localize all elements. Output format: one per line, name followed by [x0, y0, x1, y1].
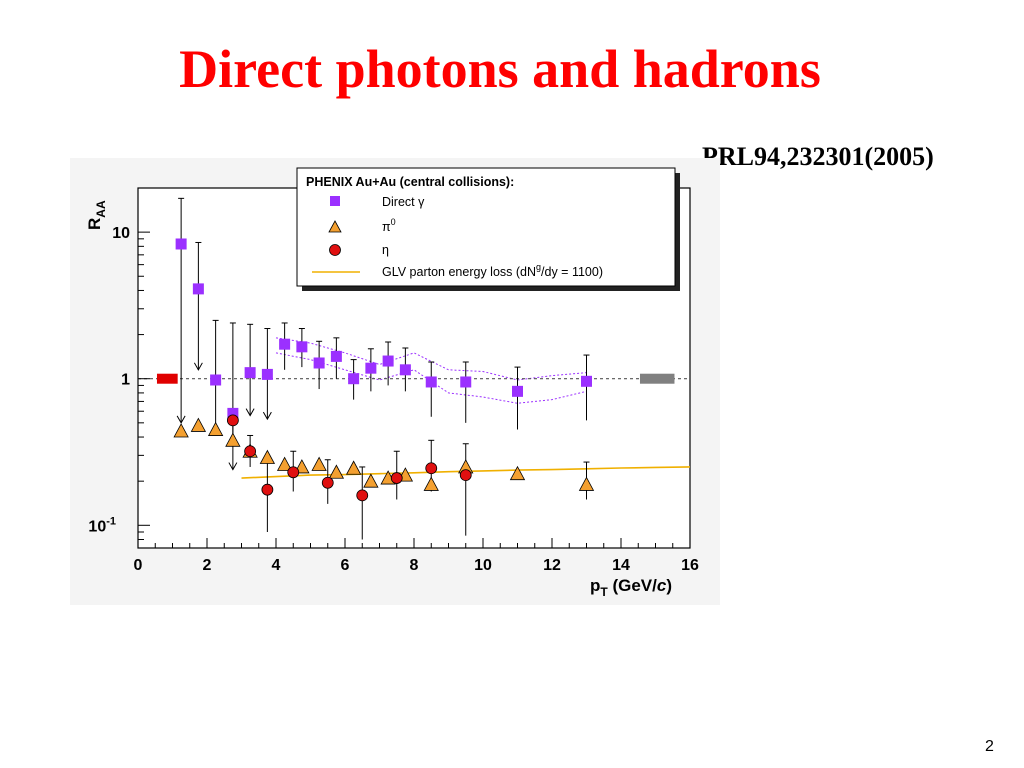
direct-gamma-point: [210, 374, 222, 386]
direct-gamma-point: [313, 357, 325, 369]
pi0-point: [190, 417, 207, 432]
legend-marker-eta: [329, 244, 341, 256]
pi0-point: [207, 421, 224, 436]
direct-gamma-upper-limit-arrow: [245, 408, 255, 417]
slide-title: Direct photons and hadrons: [179, 39, 821, 99]
normalization-box: [639, 373, 675, 384]
eta-point: [425, 462, 438, 475]
x-tick-label: 4: [272, 557, 281, 574]
direct-gamma-point: [279, 338, 291, 350]
raa-figure: 0 2 4 6 8 10 12 14 16 10 1 10-1 RAA pT (GeV/c) PHEN…: [70, 158, 720, 605]
legend-label-glv: GLV parton energy loss (dNg/dy = 1100): [382, 262, 603, 279]
eta-point: [356, 489, 369, 502]
raa-chart: 0 2 4 6 8 10 12 14 16 10 1 10-1 RAA pT (GeV/c) PHEN…: [70, 158, 720, 605]
y-axis-label: RAA: [85, 200, 108, 230]
y-tick-label: 10-1: [88, 515, 116, 535]
x-tick-label: 2: [203, 557, 212, 574]
pi0-point: [423, 476, 439, 491]
direct-gamma-point: [330, 350, 342, 362]
direct-gamma-point: [261, 368, 273, 380]
reference-citation: PRL94,232301(2005): [702, 142, 934, 171]
direct-gamma-upper-limit-arrow: [193, 362, 203, 371]
pi0-point: [509, 465, 526, 481]
eta-point: [226, 414, 239, 427]
direct-gamma-point: [382, 355, 394, 367]
pi0-point: [225, 432, 241, 447]
direct-gamma-upper-limit-arrow: [262, 411, 272, 421]
y-tick-label: 10: [112, 225, 130, 242]
data-markers: [173, 238, 595, 502]
pi0-point: [311, 456, 327, 471]
legend-title: PHENIX Au+Au (central collisions):: [306, 175, 514, 189]
x-tick-label: 14: [612, 557, 630, 574]
normalization-boxes: [156, 373, 675, 384]
direct-gamma-point: [581, 375, 592, 387]
pi0-point: [578, 476, 595, 491]
page-number: 2: [985, 738, 994, 755]
legend-label-direct-gamma: Direct γ: [382, 195, 425, 209]
x-tick-label: 0: [134, 557, 143, 574]
pi0-point: [328, 464, 345, 479]
x-tick-label: 12: [543, 557, 561, 574]
legend-marker-pi0: [328, 220, 342, 233]
eta-point: [244, 445, 257, 458]
legend-marker-direct-gamma: [330, 196, 340, 206]
pi0-point: [276, 456, 293, 471]
syst-band-lower: [275, 352, 587, 404]
x-axis-label: pT (GeV/c): [590, 576, 672, 599]
normalization-box: [156, 373, 178, 384]
x-tick-label: 6: [341, 557, 350, 574]
eta-point: [390, 472, 403, 484]
direct-gamma-point: [227, 407, 239, 419]
x-tick-label: 8: [410, 557, 419, 574]
direct-gamma-upper-limit-arrow: [176, 415, 186, 424]
eta-point: [459, 469, 472, 482]
eta-point: [287, 466, 300, 479]
direct-gamma-upper-limit-arrow: [228, 462, 238, 471]
direct-gamma-point: [348, 373, 360, 385]
syst-band-upper: [275, 337, 587, 381]
direct-gamma-point: [512, 385, 523, 397]
direct-gamma-point: [296, 341, 308, 353]
eta-point: [261, 483, 274, 496]
eta-point: [321, 476, 334, 489]
pi0-point: [173, 423, 189, 438]
pi0-point: [345, 460, 362, 475]
axes-ticks: 0 2 4 6 8 10 12 14 16 10 1 10-1: [88, 187, 699, 574]
direct-gamma-syst-band: [275, 337, 587, 404]
x-tick-label: 10: [474, 557, 492, 574]
legend-label-pi0: π0: [382, 217, 396, 234]
legend-box: [296, 167, 676, 287]
legend: PHENIX Au+Au (central collisions): Direc…: [296, 167, 680, 291]
pi0-point: [363, 473, 379, 488]
x-tick-label: 16: [681, 557, 699, 574]
direct-gamma-point: [365, 362, 377, 374]
direct-gamma-point: [399, 364, 411, 376]
direct-gamma-point: [460, 376, 472, 388]
y-tick-label: 1: [121, 372, 130, 389]
direct-gamma-point: [425, 376, 437, 388]
legend-label-eta: η: [382, 243, 389, 257]
direct-gamma-point: [244, 367, 256, 379]
direct-gamma-point: [175, 238, 187, 250]
direct-gamma-point: [192, 283, 204, 295]
pi0-point: [259, 449, 276, 464]
